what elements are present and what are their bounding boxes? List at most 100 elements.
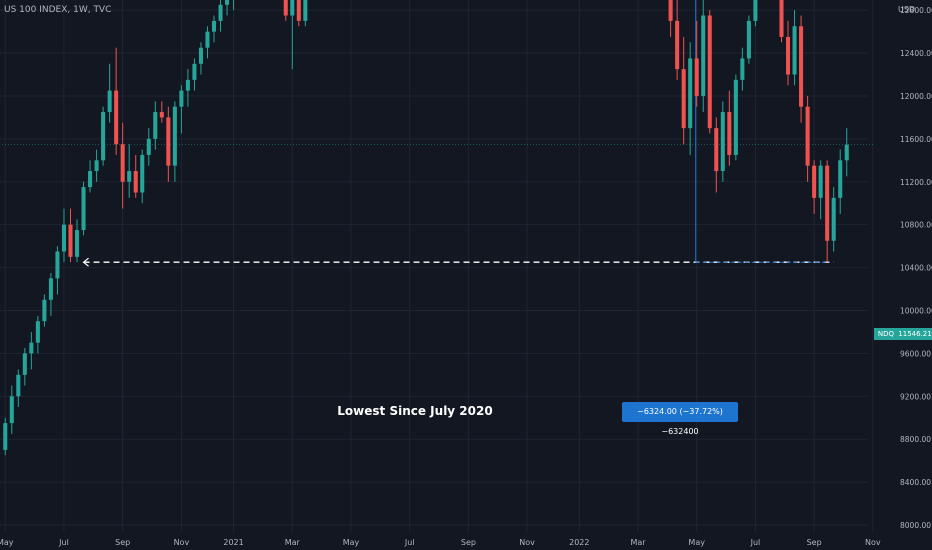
candle-body bbox=[681, 69, 686, 129]
candle bbox=[166, 106, 171, 182]
candle bbox=[211, 15, 217, 43]
y-tick-label: 8000.00 bbox=[900, 521, 931, 530]
candle-body bbox=[740, 58, 745, 80]
candle-body bbox=[3, 423, 8, 450]
y-tick-label: 11200.00 bbox=[900, 178, 932, 187]
candle-body bbox=[146, 138, 151, 155]
candle bbox=[296, 0, 301, 27]
candle bbox=[825, 160, 830, 263]
candle-body bbox=[81, 187, 86, 231]
candle-body bbox=[714, 128, 719, 172]
candle-body bbox=[198, 47, 203, 64]
candle-body bbox=[22, 353, 27, 375]
time-axis[interactable]: May Jul Sep Nov 2021 Mar May Jul Sep Nov 2022 Mar Ma… bbox=[0, 538, 881, 547]
candle bbox=[42, 294, 47, 327]
x-tick-label: Jul bbox=[58, 538, 69, 547]
candle bbox=[675, 0, 680, 80]
candle-body bbox=[29, 342, 34, 354]
candle-body bbox=[727, 112, 732, 155]
candle bbox=[159, 101, 164, 123]
x-tick-label: Sep bbox=[115, 538, 130, 547]
candle-body bbox=[42, 299, 47, 322]
candle bbox=[668, 0, 673, 37]
candle-body bbox=[799, 26, 804, 107]
candle bbox=[688, 42, 693, 155]
candle-body bbox=[205, 31, 210, 48]
candle bbox=[714, 117, 719, 193]
candle bbox=[48, 272, 53, 316]
candle-body bbox=[218, 4, 223, 21]
candle-body bbox=[753, 0, 758, 21]
candle-body bbox=[805, 106, 810, 166]
candle-body bbox=[16, 374, 21, 397]
candle-body bbox=[818, 165, 823, 198]
candle-body bbox=[120, 144, 125, 182]
candle bbox=[818, 160, 823, 220]
x-tick-label: Mar bbox=[630, 538, 646, 547]
candle bbox=[81, 181, 86, 236]
candle bbox=[35, 315, 40, 354]
candle bbox=[153, 101, 158, 150]
measure-label: −6324.00 (−37.72%) −632400 bbox=[622, 402, 738, 436]
candle-body bbox=[675, 20, 680, 70]
candle bbox=[107, 63, 112, 123]
candle-body bbox=[746, 20, 751, 59]
y-tick-label: 10400.00 bbox=[900, 264, 932, 273]
last-price-value: 11546.21 bbox=[898, 328, 932, 340]
candle bbox=[74, 219, 80, 263]
candle bbox=[68, 208, 73, 263]
candle bbox=[198, 42, 203, 75]
candle bbox=[9, 385, 14, 434]
x-tick-label: Sep bbox=[807, 538, 822, 547]
candle bbox=[844, 128, 849, 177]
candle bbox=[694, 20, 699, 107]
x-tick-label: 2021 bbox=[223, 538, 243, 547]
y-tick-label: 10000.00 bbox=[900, 306, 932, 315]
candle bbox=[707, 10, 712, 134]
candle bbox=[838, 149, 843, 214]
candle bbox=[812, 160, 817, 214]
chart-title: US 100 INDEX, 1W, TVC bbox=[4, 5, 112, 15]
candle bbox=[740, 47, 745, 91]
x-tick-label: Jul bbox=[750, 538, 761, 547]
candle bbox=[753, 0, 758, 27]
candle bbox=[303, 0, 308, 27]
candle bbox=[205, 26, 210, 59]
candle-body bbox=[101, 112, 106, 161]
candle-body bbox=[838, 160, 843, 198]
candle-body bbox=[68, 224, 73, 257]
price-axis[interactable]: 8000.00 8400.00 8800.00 9200.00 9600.00 10000… bbox=[900, 0, 932, 530]
candle-body bbox=[179, 90, 184, 107]
candle-body bbox=[48, 278, 53, 300]
x-tick-label: May bbox=[343, 538, 360, 547]
candle-body bbox=[733, 79, 738, 155]
candle bbox=[792, 10, 797, 86]
chart-overlays bbox=[2, 0, 874, 267]
candle-body bbox=[707, 15, 712, 129]
y-tick-label: 12400.00 bbox=[900, 49, 932, 58]
candle bbox=[61, 208, 66, 263]
candle-body bbox=[668, 0, 673, 21]
candle bbox=[799, 15, 804, 123]
candle-body bbox=[303, 0, 308, 21]
candle bbox=[720, 101, 725, 182]
candle-body bbox=[701, 15, 706, 96]
candle-body bbox=[694, 58, 699, 96]
candle-body bbox=[127, 171, 132, 182]
candle-body bbox=[166, 117, 171, 166]
candle bbox=[225, 0, 230, 16]
candle bbox=[120, 122, 125, 209]
candle bbox=[114, 47, 119, 155]
y-tick-label: 9200.00 bbox=[900, 392, 931, 401]
candle bbox=[283, 0, 288, 21]
x-tick-label: Nov bbox=[174, 538, 190, 547]
candle-body bbox=[688, 58, 693, 129]
candle bbox=[233, 0, 235, 11]
candle bbox=[701, 0, 706, 113]
candle bbox=[29, 331, 34, 370]
candle bbox=[101, 106, 106, 166]
candle-body bbox=[844, 144, 849, 161]
candle bbox=[3, 417, 8, 456]
candle-body bbox=[290, 0, 295, 16]
